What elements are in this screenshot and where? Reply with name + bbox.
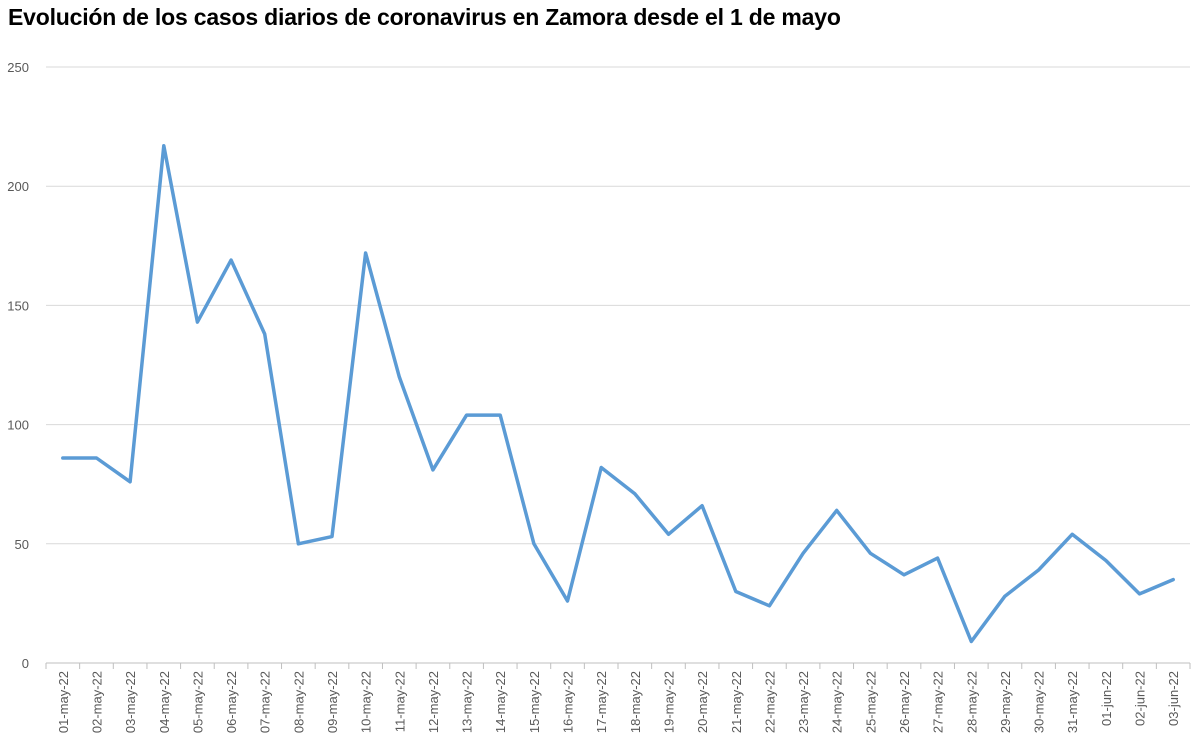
x-tick-label-10-may-22: 10-may-22 bbox=[359, 671, 374, 733]
x-tick-label-16-may-22: 16-may-22 bbox=[561, 671, 576, 733]
series-line-0 bbox=[61, 143, 1175, 644]
x-tick-label-01-jun-22: 01-jun-22 bbox=[1099, 671, 1114, 726]
data-point-19-may-22 bbox=[667, 533, 669, 535]
y-tick-label-100: 100 bbox=[7, 418, 29, 433]
y-tick-label-0: 0 bbox=[22, 656, 29, 671]
x-tick-label-02-jun-22: 02-jun-22 bbox=[1133, 671, 1148, 726]
data-point-06-may-22 bbox=[230, 259, 232, 261]
x-tick-label-12-may-22: 12-may-22 bbox=[426, 671, 441, 733]
x-tick-label-03-may-22: 03-may-22 bbox=[123, 671, 138, 733]
data-point-27-may-22 bbox=[936, 557, 938, 559]
x-tick-label-08-may-22: 08-may-22 bbox=[291, 671, 306, 733]
data-point-03-jun-22 bbox=[1172, 578, 1174, 580]
y-tick-label-150: 150 bbox=[7, 298, 29, 313]
data-point-04-may-22 bbox=[163, 144, 165, 146]
data-point-24-may-22 bbox=[836, 509, 838, 511]
x-tick-label-26-may-22: 26-may-22 bbox=[897, 671, 912, 733]
y-tick-label-200: 200 bbox=[7, 179, 29, 194]
data-point-03-may-22 bbox=[129, 481, 131, 483]
x-tick-label-09-may-22: 09-may-22 bbox=[325, 671, 340, 733]
x-tick-label-29-may-22: 29-may-22 bbox=[998, 671, 1013, 733]
data-point-29-may-22 bbox=[1004, 595, 1006, 597]
x-tick-label-11-may-22: 11-may-22 bbox=[392, 671, 407, 732]
x-tick-label-04-may-22: 04-may-22 bbox=[157, 671, 172, 733]
x-tick-label-24-may-22: 24-may-22 bbox=[830, 671, 845, 733]
data-point-09-may-22 bbox=[331, 535, 333, 537]
x-tick-label-20-may-22: 20-may-22 bbox=[695, 671, 710, 733]
x-tick-label-13-may-22: 13-may-22 bbox=[460, 671, 475, 733]
data-point-01-may-22 bbox=[62, 457, 64, 459]
data-point-22-may-22 bbox=[768, 605, 770, 607]
data-point-17-may-22 bbox=[600, 466, 602, 468]
x-tick-label-05-may-22: 05-may-22 bbox=[190, 671, 205, 733]
x-tick-label-22-may-22: 22-may-22 bbox=[762, 671, 777, 733]
data-point-05-may-22 bbox=[196, 321, 198, 323]
data-point-11-may-22 bbox=[398, 376, 400, 378]
data-point-15-may-22 bbox=[533, 543, 535, 545]
x-tick-label-21-may-22: 21-may-22 bbox=[729, 671, 744, 733]
x-tick-label-06-may-22: 06-may-22 bbox=[224, 671, 239, 733]
x-tick-label-17-may-22: 17-may-22 bbox=[594, 671, 609, 733]
x-tick-label-19-may-22: 19-may-22 bbox=[661, 671, 676, 733]
data-point-23-may-22 bbox=[802, 552, 804, 554]
data-point-30-may-22 bbox=[1037, 569, 1039, 571]
chart-title: Evolución de los casos diarios de corona… bbox=[8, 4, 841, 30]
data-point-12-may-22 bbox=[432, 469, 434, 471]
data-point-20-may-22 bbox=[701, 504, 703, 506]
data-point-14-may-22 bbox=[499, 414, 501, 416]
data-point-26-may-22 bbox=[903, 574, 905, 576]
data-point-16-may-22 bbox=[566, 600, 568, 602]
x-tick-label-15-may-22: 15-may-22 bbox=[527, 671, 542, 733]
x-tick-label-30-may-22: 30-may-22 bbox=[1032, 671, 1047, 733]
x-tick-label-02-may-22: 02-may-22 bbox=[89, 671, 104, 733]
data-point-10-may-22 bbox=[364, 252, 366, 254]
data-point-01-jun-22 bbox=[1105, 559, 1107, 561]
x-tick-label-14-may-22: 14-may-22 bbox=[493, 671, 508, 733]
x-tick-label-25-may-22: 25-may-22 bbox=[863, 671, 878, 733]
data-point-31-may-22 bbox=[1071, 533, 1073, 535]
x-tick-label-28-may-22: 28-may-22 bbox=[964, 671, 979, 733]
data-point-18-may-22 bbox=[634, 493, 636, 495]
x-tick-label-07-may-22: 07-may-22 bbox=[258, 671, 273, 733]
data-point-07-may-22 bbox=[264, 333, 266, 335]
data-point-28-may-22 bbox=[970, 640, 972, 642]
x-tick-label-27-may-22: 27-may-22 bbox=[931, 671, 946, 733]
x-tick-label-18-may-22: 18-may-22 bbox=[628, 671, 643, 733]
data-point-21-may-22 bbox=[735, 590, 737, 592]
y-tick-label-250: 250 bbox=[7, 60, 29, 75]
data-point-02-jun-22 bbox=[1138, 593, 1140, 595]
x-tick-label-31-may-22: 31-may-22 bbox=[1065, 671, 1080, 733]
x-tick-label-23-may-22: 23-may-22 bbox=[796, 671, 811, 733]
data-point-25-may-22 bbox=[869, 552, 871, 554]
data-point-08-may-22 bbox=[297, 543, 299, 545]
y-tick-label-50: 50 bbox=[15, 537, 29, 552]
x-tick-label-03-jun-22: 03-jun-22 bbox=[1166, 671, 1181, 726]
data-point-13-may-22 bbox=[465, 414, 467, 416]
data-point-02-may-22 bbox=[95, 457, 97, 459]
x-tick-label-01-may-22: 01-may-22 bbox=[56, 671, 71, 733]
